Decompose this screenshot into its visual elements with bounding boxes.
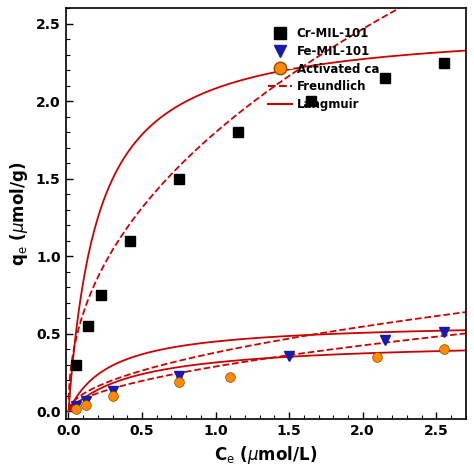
Y-axis label: q$_{\rm e}$ ($\mu$mol/g): q$_{\rm e}$ ($\mu$mol/g) (9, 162, 30, 266)
Legend: Cr-MIL-101, Fe-MIL-101, Activated ca, Freundlich, Langmuir: Cr-MIL-101, Fe-MIL-101, Activated ca, Fr… (264, 22, 384, 116)
X-axis label: C$_{\rm e}$ ($\mu$mol/L): C$_{\rm e}$ ($\mu$mol/L) (214, 444, 317, 465)
